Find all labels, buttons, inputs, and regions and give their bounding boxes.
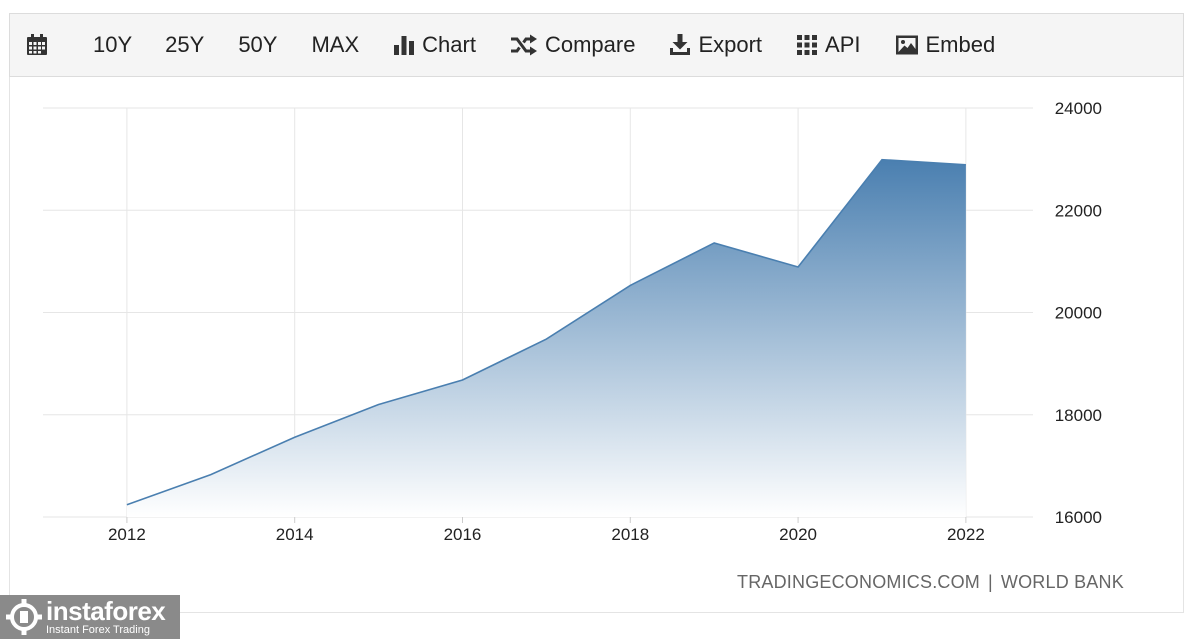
bar-chart-icon: [393, 34, 415, 56]
data-point-2012[interactable]: [121, 499, 133, 511]
data-point-2015[interactable]: [373, 399, 385, 411]
y-tick-label: 24000: [1055, 99, 1102, 118]
grid-icon: [796, 34, 818, 56]
chart-type-button[interactable]: Chart: [393, 14, 476, 76]
embed-button[interactable]: Embed: [895, 14, 996, 76]
api-button[interactable]: API: [796, 14, 861, 76]
x-tick-label: 2016: [444, 525, 482, 544]
x-tick-label: 2020: [779, 525, 817, 544]
range-max-label: MAX: [311, 32, 360, 57]
range-25y-button[interactable]: 25Y: [165, 14, 204, 76]
data-point-2018[interactable]: [624, 279, 636, 291]
y-tick-label: 22000: [1055, 201, 1102, 220]
range-50y-button[interactable]: 50Y: [238, 14, 277, 76]
data-point-2014[interactable]: [289, 431, 301, 443]
compare-label: Compare: [544, 32, 636, 57]
data-point-2022[interactable]: [960, 159, 972, 171]
embed-label: Embed: [925, 32, 996, 57]
calendar-icon: [26, 34, 48, 56]
y-tick-label: 20000: [1055, 304, 1102, 323]
range-50y-label: 50Y: [238, 32, 278, 57]
logo-tagline: Instant Forex Trading: [46, 624, 150, 636]
range-10y-button[interactable]: 10Y: [93, 14, 132, 76]
shuffle-icon: [510, 34, 538, 56]
range-25y-label: 25Y: [165, 32, 205, 57]
x-tick-label: 2018: [611, 525, 649, 544]
data-point-2021[interactable]: [876, 154, 888, 166]
x-tick-label: 2012: [108, 525, 146, 544]
instaforex-logo-icon: [6, 599, 42, 635]
y-tick-label: 18000: [1055, 406, 1102, 425]
download-icon: [669, 34, 691, 56]
logo-brand-text: instaforex: [46, 596, 166, 626]
series-line: [126, 158, 966, 506]
export-button[interactable]: Export: [669, 14, 762, 76]
export-label: Export: [698, 32, 763, 57]
data-point-2016[interactable]: [456, 374, 468, 386]
data-point-2017[interactable]: [540, 333, 552, 345]
calendar-button[interactable]: [26, 14, 55, 76]
source-separator: |: [988, 572, 993, 592]
x-tick-label: 2022: [947, 525, 985, 544]
y-tick-label: 16000: [1055, 508, 1102, 527]
data-point-2020[interactable]: [792, 261, 804, 273]
image-icon: [895, 34, 919, 56]
series-area-fill: [126, 159, 966, 517]
chart-toolbar: 10Y 25Y 50Y MAX Chart Compare: [9, 13, 1184, 77]
watermark-logo: instaforex Instant Forex Trading: [0, 595, 180, 639]
range-10y-label: 10Y: [93, 32, 133, 57]
api-label: API: [825, 32, 861, 57]
range-max-button[interactable]: MAX: [311, 14, 359, 76]
chart-type-label: Chart: [422, 32, 476, 57]
source-attribution: TRADINGECONOMICS.COM | WORLD BANK: [737, 572, 1124, 593]
data-point-2013[interactable]: [205, 469, 217, 481]
x-tick-label: 2014: [276, 525, 314, 544]
data-point-2019[interactable]: [708, 237, 720, 249]
compare-button[interactable]: Compare: [510, 14, 635, 76]
source-site[interactable]: TRADINGECONOMICS.COM: [737, 572, 981, 592]
source-provider: WORLD BANK: [1000, 572, 1124, 592]
